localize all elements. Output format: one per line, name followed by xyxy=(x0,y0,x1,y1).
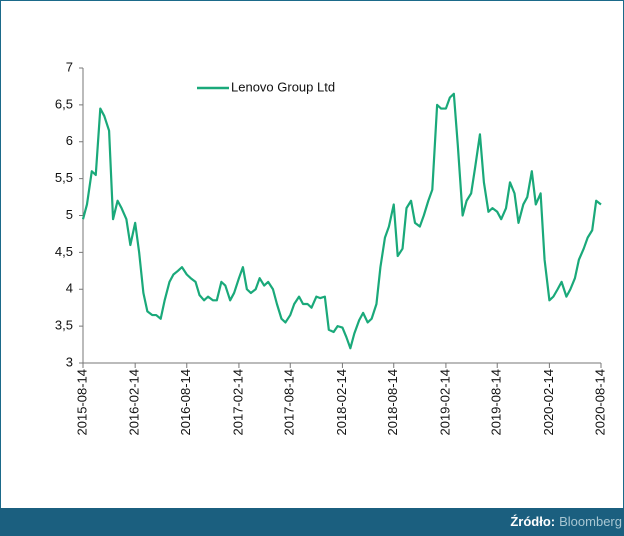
y-tick-label: 6,5 xyxy=(55,96,73,111)
x-tick-label: 2016-08-14 xyxy=(178,369,193,436)
y-tick-label: 3 xyxy=(66,354,73,369)
y-tick-label: 5,5 xyxy=(55,170,73,185)
y-tick-label: 7 xyxy=(66,59,73,74)
y-tick-label: 5 xyxy=(66,207,73,222)
legend-label: Lenovo Group Ltd xyxy=(231,79,335,94)
x-tick-label: 2019-02-14 xyxy=(437,369,452,436)
x-tick-label: 2017-02-14 xyxy=(230,369,245,436)
source-label: Źródło: xyxy=(510,514,555,529)
x-tick-label: 2016-02-14 xyxy=(127,369,142,436)
x-tick-label: 2018-02-14 xyxy=(334,369,349,436)
y-tick-label: 6 xyxy=(66,133,73,148)
x-tick-label: 2020-08-14 xyxy=(592,369,607,436)
x-tick-label: 2017-08-14 xyxy=(282,369,297,436)
x-tick-label: 2019-08-14 xyxy=(489,369,504,436)
source-bar xyxy=(0,508,624,536)
x-tick-label: 2020-02-14 xyxy=(541,369,556,436)
source: Bloomberg xyxy=(559,514,622,529)
x-tick-label: 2015-08-14 xyxy=(74,369,89,436)
x-tick-label: 2018-08-14 xyxy=(385,369,400,436)
series-line xyxy=(81,92,602,350)
y-tick-label: 3,5 xyxy=(55,318,73,333)
y-tick-label: 4 xyxy=(66,281,73,296)
y-tick-label: 4,5 xyxy=(55,244,73,259)
source-text: Źródło: Bloomberg xyxy=(510,514,622,529)
